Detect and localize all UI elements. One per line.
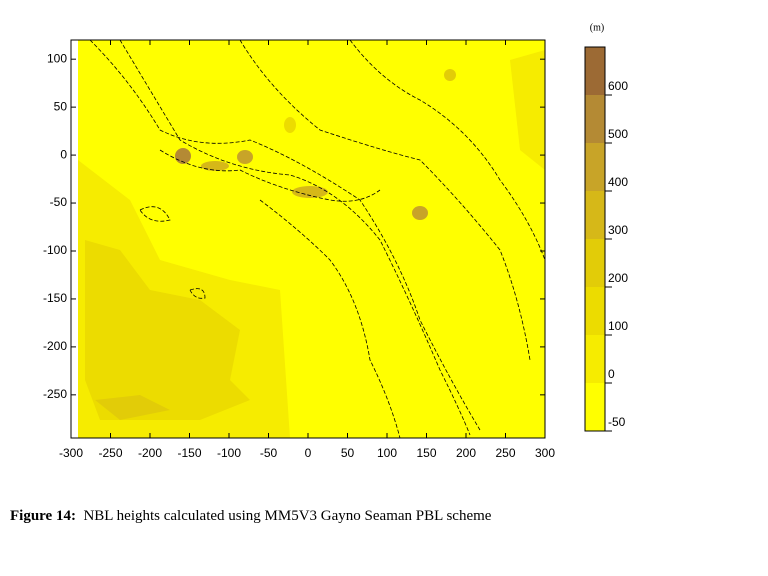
x-tick-label: 100 xyxy=(377,446,397,460)
caption-text: NBL heights calculated using MM5V3 Gayno… xyxy=(83,508,492,524)
x-tick-label: -250 xyxy=(98,446,122,460)
y-tick-label: -250 xyxy=(43,387,67,401)
x-tick-label: -200 xyxy=(138,446,162,460)
contour-line xyxy=(189,288,206,299)
x-tick-label: 250 xyxy=(495,446,515,460)
x-tick-label: 0 xyxy=(305,446,312,460)
colorbar-tick-label: 200 xyxy=(608,271,628,285)
contours xyxy=(89,39,546,439)
x-tick-label: 150 xyxy=(416,446,436,460)
field-region xyxy=(510,50,545,170)
colorbar-tick-label: -50 xyxy=(608,415,626,429)
caption-label: Figure 14: xyxy=(10,508,76,524)
colorbar-band xyxy=(585,47,605,95)
contour-line xyxy=(119,39,471,436)
field-region xyxy=(85,240,250,420)
contour-line xyxy=(349,39,546,261)
y-tick-label: -150 xyxy=(43,291,67,305)
field-region xyxy=(95,395,170,420)
colorbar-band xyxy=(585,143,605,191)
y-tick-label: -50 xyxy=(50,195,68,209)
field-region xyxy=(292,186,328,198)
y-tick-label: 0 xyxy=(60,147,67,161)
contour-line xyxy=(139,206,171,222)
colorbar-band xyxy=(585,383,605,431)
x-tick-label: -150 xyxy=(177,446,201,460)
field-region xyxy=(237,150,253,164)
x-tick-label: 300 xyxy=(535,446,555,460)
field xyxy=(78,39,546,439)
field-region xyxy=(201,161,229,171)
caption: Figure 14: NBL heights calculated using … xyxy=(10,508,491,525)
x-tick-label: -50 xyxy=(260,446,278,460)
y-tick-label: -100 xyxy=(43,243,67,257)
field-region xyxy=(284,117,296,133)
colorbar-band xyxy=(585,335,605,383)
colorbar-band xyxy=(585,239,605,287)
contour-line xyxy=(89,39,481,431)
x-tick-label: 50 xyxy=(341,446,355,460)
colorbar-unit: (m) xyxy=(590,22,604,33)
contour-line xyxy=(159,149,381,202)
colorbar-tick-label: 0 xyxy=(608,367,615,381)
field-region xyxy=(412,206,428,220)
colorbar-tick-label: 300 xyxy=(608,223,628,237)
y-tick-label: 100 xyxy=(47,51,67,65)
x-tick-label: 200 xyxy=(456,446,476,460)
colorbar-band xyxy=(585,287,605,335)
contour-line xyxy=(259,199,401,439)
colorbar-tick-label: 600 xyxy=(608,79,628,93)
colorbar-tick-label: 100 xyxy=(608,319,628,333)
colorbar-band xyxy=(585,95,605,143)
colorbar-tick-label: 500 xyxy=(608,127,628,141)
colorbar-band xyxy=(585,191,605,239)
y-tick-label: 50 xyxy=(54,99,68,113)
field-region xyxy=(444,69,456,81)
x-tick-label: -300 xyxy=(59,446,83,460)
y-tick-label: -200 xyxy=(43,339,67,353)
x-tick-label: -100 xyxy=(217,446,241,460)
contour-line xyxy=(239,39,531,361)
colorbar-tick-label: 400 xyxy=(608,175,628,189)
